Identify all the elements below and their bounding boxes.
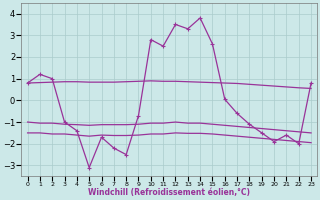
X-axis label: Windchill (Refroidissement éolien,°C): Windchill (Refroidissement éolien,°C): [88, 188, 250, 197]
